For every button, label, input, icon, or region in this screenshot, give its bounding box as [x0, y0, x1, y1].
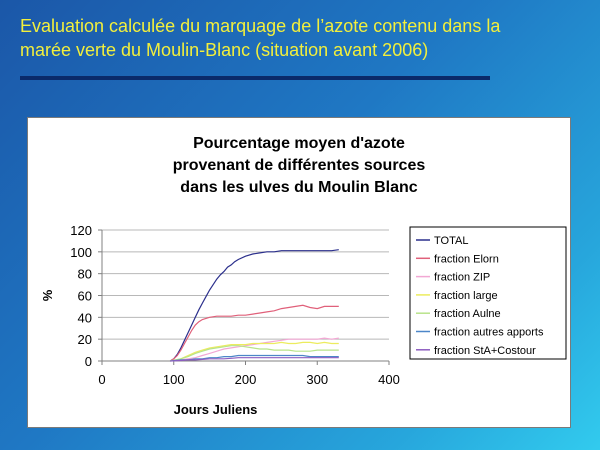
legend-box [409, 226, 567, 360]
series-line-4 [170, 341, 339, 362]
y-tick-label: 20 [78, 332, 92, 347]
y-tick-label: 80 [78, 267, 92, 282]
x-tick-label: 200 [235, 372, 257, 387]
series-line-7 [170, 357, 339, 362]
y-tick-label: 60 [78, 289, 92, 304]
title-rule [20, 76, 490, 80]
legend-entry: fraction ZIP [434, 272, 490, 284]
gridlines [102, 229, 389, 340]
series-line-2 [169, 304, 339, 362]
series-line-6 [170, 354, 339, 362]
y-tick-label: 120 [70, 223, 92, 238]
legend-entry: fraction Aulne [434, 308, 501, 320]
x-tick-label: 400 [378, 372, 400, 387]
chart-title-line-2: provenant de différentes sources [173, 157, 426, 174]
x-tick-label: 100 [163, 372, 185, 387]
chart-panel: Pourcentage moyen d'azote provenant de di… [27, 117, 571, 428]
y-axis-label: % [40, 289, 55, 301]
legend-entry: TOTAL [434, 235, 468, 247]
series-line-1 [169, 249, 339, 362]
y-tick-label: 0 [85, 354, 92, 369]
legend-entry: fraction large [434, 290, 498, 302]
legend-entry: fraction Elorn [434, 253, 499, 265]
legend-entry: fraction autres apports [434, 327, 544, 339]
y-tick-label: 40 [78, 310, 92, 325]
slide-title: Evaluation calculée du marquage de l’azo… [20, 14, 580, 62]
series-line-5 [170, 345, 339, 362]
chart-title-line-3: dans les ulves du Moulin Blanc [180, 179, 417, 196]
chart-title: Pourcentage moyen d'azote provenant de di… [173, 135, 426, 196]
slide-title-line-2: marée verte du Moulin-Blanc (situation a… [20, 40, 429, 60]
chart-title-line-1: Pourcentage moyen d'azote [193, 135, 405, 152]
line-chart: Pourcentage moyen d'azote provenant de di… [40, 135, 567, 417]
slide-title-line-1: Evaluation calculée du marquage de l’azo… [20, 16, 501, 36]
legend-entry: fraction StA+Costour [434, 345, 536, 357]
legend: TOTAL fraction Elorn fraction ZIP fraction … [409, 226, 567, 360]
axes: 0 20 40 60 80 100 120 0 100 200 300 400 Jours Julien… [40, 223, 400, 417]
x-axis-label: Jours Juliens [174, 402, 258, 417]
x-tick-label: 300 [306, 372, 328, 387]
series-lines [169, 249, 339, 362]
x-tick-label: 0 [98, 372, 105, 387]
y-tick-label: 100 [70, 245, 92, 260]
